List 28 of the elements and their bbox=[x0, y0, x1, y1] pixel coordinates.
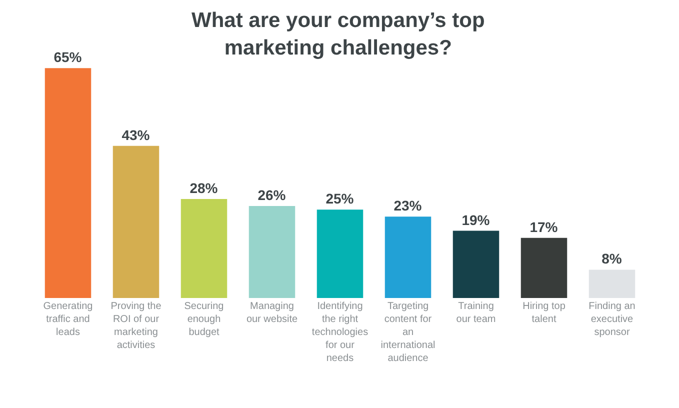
bar bbox=[588, 270, 636, 298]
data-label: 43% bbox=[122, 126, 150, 143]
bar bbox=[316, 210, 364, 298]
data-label: 19% bbox=[462, 212, 490, 228]
bar bbox=[248, 206, 296, 298]
data-label: 65% bbox=[54, 49, 82, 66]
x-tick-label: Finding an executive sponsor bbox=[588, 301, 636, 338]
x-tick-label: Managing our website bbox=[246, 301, 298, 325]
x-tick-label: Hiring top talent bbox=[522, 301, 566, 325]
bar bbox=[520, 238, 568, 298]
x-tick-label: Targeting content for an international audience bbox=[380, 301, 436, 364]
x-tick-label: Identifying the right technologies for our needs bbox=[312, 301, 368, 364]
bar bbox=[452, 230, 500, 298]
x-tick-label: Generating traffic and leads bbox=[43, 301, 93, 338]
data-label: 23% bbox=[394, 198, 422, 214]
bar bbox=[384, 216, 432, 298]
chart-title: What are your company’s top marketing challenges? bbox=[192, 9, 485, 60]
data-label: 26% bbox=[258, 187, 286, 204]
data-label: 8% bbox=[602, 250, 622, 267]
data-label: 25% bbox=[326, 190, 354, 207]
bar bbox=[112, 146, 160, 298]
data-label: 17% bbox=[530, 218, 558, 235]
data-label: 28% bbox=[190, 180, 218, 196]
x-tick-label: Proving the ROI of our marketing activities bbox=[110, 301, 162, 351]
x-tick-label: Training our team bbox=[456, 301, 496, 325]
x-tick-label: Securing enough budget bbox=[184, 301, 224, 338]
bar bbox=[180, 198, 228, 298]
bar bbox=[44, 68, 92, 298]
